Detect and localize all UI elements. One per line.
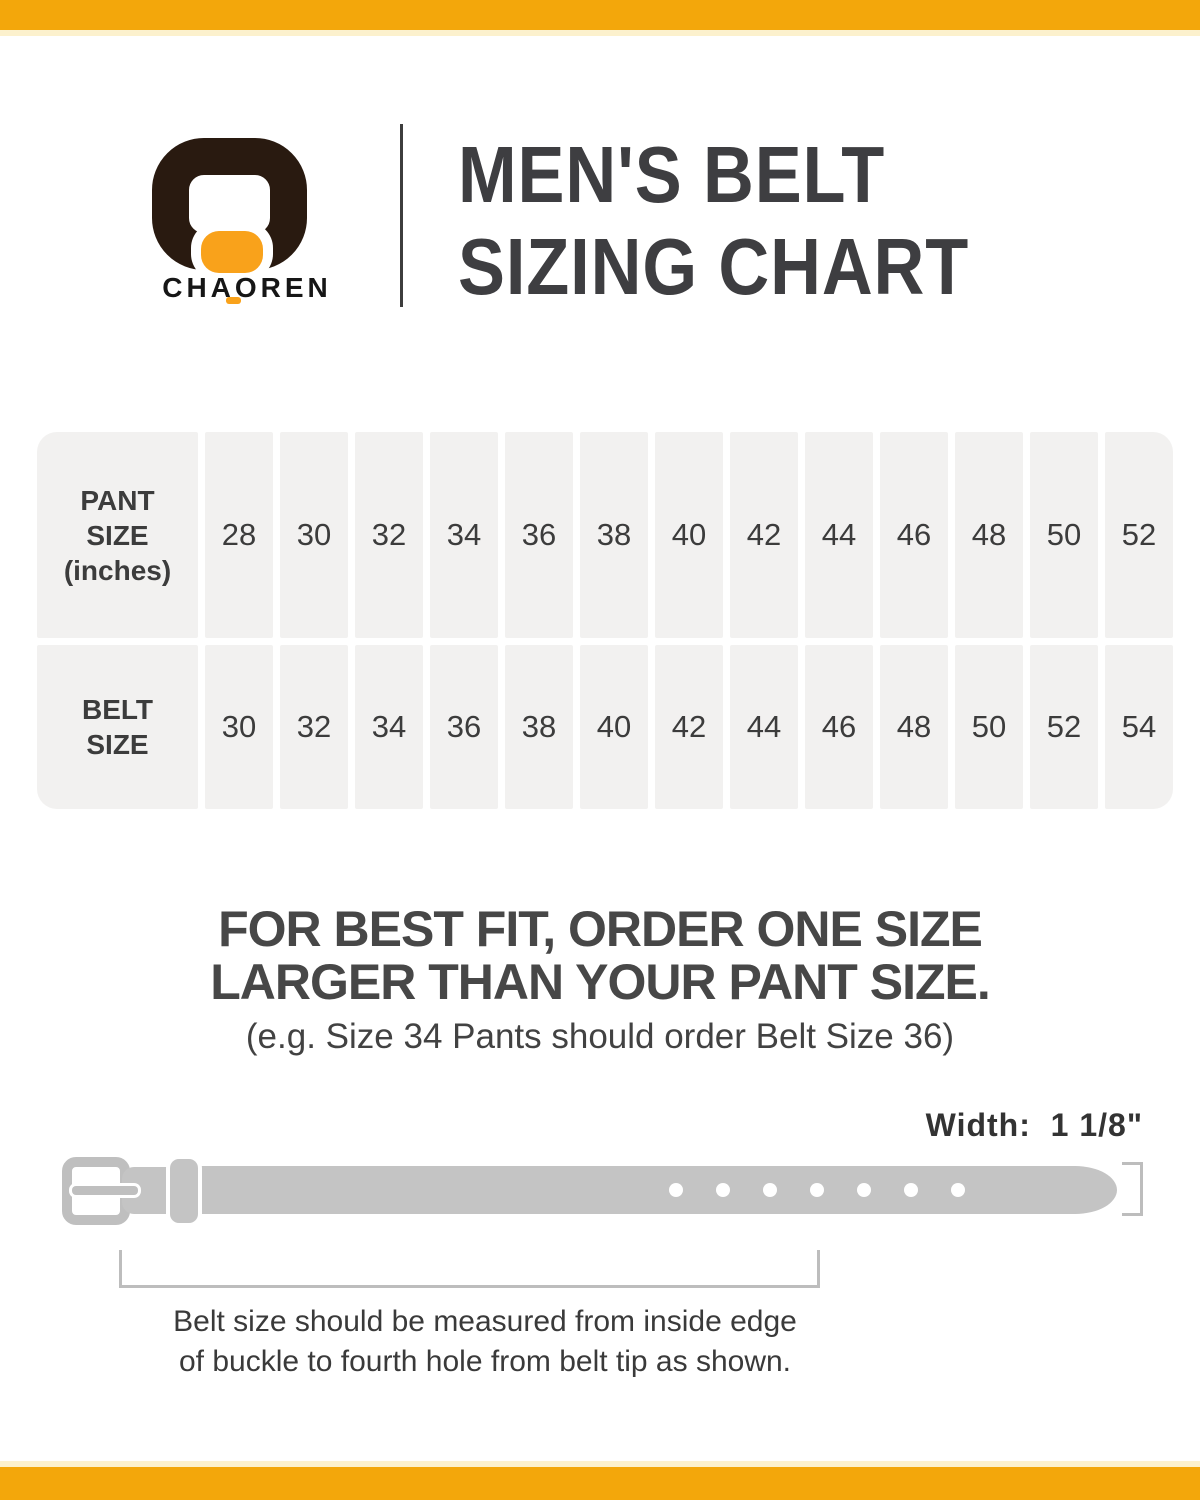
measurement-caption-line-2: of buckle to fourth hole from belt tip a…	[179, 1345, 791, 1378]
row-header-pant-size: PANT SIZE (inches)	[37, 432, 198, 638]
belt-hole	[951, 1183, 965, 1197]
belt-hole	[669, 1183, 683, 1197]
pant-size-cell: 44	[805, 432, 873, 638]
page-title-line-1: MEN'S BELT	[458, 130, 886, 219]
belt-size-cell: 30	[205, 645, 273, 809]
brand-wordmark-accent	[226, 297, 241, 304]
belt-size-cell: 34	[355, 645, 423, 809]
belt-size-cell: 44	[730, 645, 798, 809]
belt-size-cell: 42	[655, 645, 723, 809]
belt-size-cell: 54	[1105, 645, 1173, 809]
belt-size-cell: 32	[280, 645, 348, 809]
bottom-accent-strip	[0, 1461, 1200, 1467]
belt-size-cell: 46	[805, 645, 873, 809]
fit-note-heading-line-2: LARGER THAN YOUR PANT SIZE.	[210, 954, 991, 1010]
belt-strap	[174, 1166, 1075, 1214]
belt-size-cell: 52	[1030, 645, 1098, 809]
pant-size-cell: 48	[955, 432, 1023, 638]
fit-note-heading-line-1: FOR BEST FIT, ORDER ONE SIZE	[218, 901, 983, 957]
belt-hole	[763, 1183, 777, 1197]
belt-size-cell: 40	[580, 645, 648, 809]
brand-wordmark: CHAOREN	[162, 272, 332, 303]
belt-size-cell: 50	[955, 645, 1023, 809]
pant-size-cell: 28	[205, 432, 273, 638]
measurement-caption-line-1: Belt size should be measured from inside…	[173, 1305, 797, 1338]
pant-size-cell: 42	[730, 432, 798, 638]
belt-measure-bracket	[119, 1250, 820, 1288]
belt-hole	[716, 1183, 730, 1197]
pant-size-cell: 52	[1105, 432, 1173, 638]
belt-keeper-loop	[170, 1159, 198, 1223]
pant-size-cell: 46	[880, 432, 948, 638]
top-accent-band	[0, 0, 1200, 30]
belt-size-cell: 38	[505, 645, 573, 809]
pant-size-cell: 34	[430, 432, 498, 638]
belt-size-cell: 48	[880, 645, 948, 809]
page-title-line-2: SIZING CHART	[458, 222, 970, 311]
belt-buckle-prong	[72, 1186, 138, 1195]
logo-buckle-icon	[201, 231, 263, 273]
belt-width-bracket	[1122, 1162, 1143, 1216]
pant-size-cell: 30	[280, 432, 348, 638]
fit-note-example: (e.g. Size 34 Pants should order Belt Si…	[245, 1017, 955, 1056]
belt-width-label: Width: 1 1/8"	[925, 1107, 1143, 1143]
size-table: PANT SIZE (inches) 28 30 32 34 36 38 40 42 44 46 48 50…	[37, 432, 1173, 809]
belt-hole	[810, 1183, 824, 1197]
pant-size-cell: 36	[505, 432, 573, 638]
belt-hole	[904, 1183, 918, 1197]
page-title: MEN'S BELT SIZING CHART	[458, 129, 969, 313]
fit-note-heading: FOR BEST FIT, ORDER ONE SIZE LARGER THAN…	[0, 903, 1200, 1009]
header-divider	[400, 124, 403, 307]
bottom-accent-band	[0, 1467, 1200, 1500]
pant-size-cell: 40	[655, 432, 723, 638]
belt-size-cell: 36	[430, 645, 498, 809]
belt-hole	[857, 1183, 871, 1197]
belt-tip	[1075, 1166, 1117, 1214]
pant-size-cell: 38	[580, 432, 648, 638]
pant-size-cell: 50	[1030, 432, 1098, 638]
row-header-belt-size: BELT SIZE	[37, 645, 198, 809]
measurement-caption: Belt size should be measured from inside…	[130, 1302, 840, 1382]
pant-size-cell: 32	[355, 432, 423, 638]
top-accent-strip	[0, 30, 1200, 36]
